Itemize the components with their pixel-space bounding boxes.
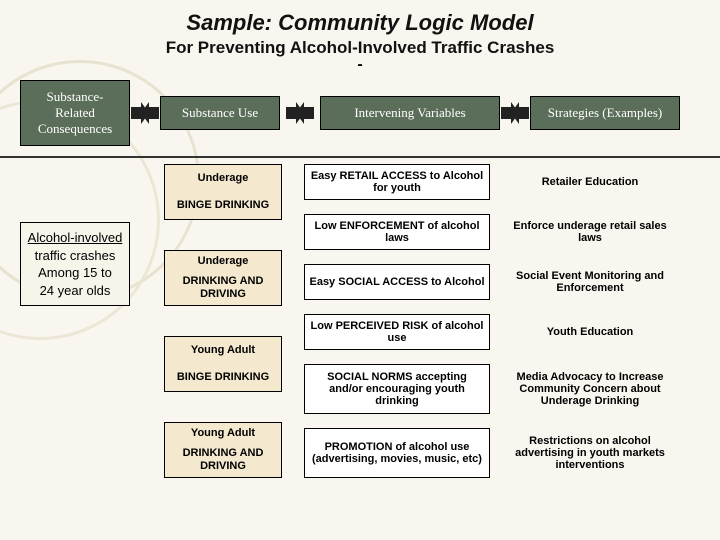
strategies-col: Retailer Education Enforce underage retai…	[512, 164, 668, 478]
conseq-line2: traffic crashes	[25, 247, 125, 265]
conseq-line4: 24 year olds	[25, 282, 125, 300]
substance-use-line: BINGE DRINKING	[165, 368, 281, 387]
arrow-2	[280, 102, 320, 124]
page-title: Sample: Community Logic Model	[0, 0, 720, 36]
header-strategies: Strategies (Examples)	[530, 96, 680, 130]
strategy-text: Retailer Education	[512, 164, 668, 200]
intervening-box: PROMOTION of alcohol use (advertising, m…	[304, 428, 490, 478]
strategy-text: Youth Education	[512, 314, 668, 350]
arrow-3	[500, 102, 530, 124]
header-consequences: Substance- Related Consequences	[20, 80, 130, 146]
strategy-text: Social Event Monitoring and Enforcement	[512, 264, 668, 300]
main-grid: Alcohol-involved traffic crashes Among 1…	[0, 164, 720, 478]
conseq-line1: Alcohol-involved	[25, 229, 125, 247]
intervening-box: Easy SOCIAL ACCESS to Alcohol	[304, 264, 490, 300]
divider	[0, 156, 720, 158]
dash: -	[0, 56, 720, 74]
intervening-box: Low PERCEIVED RISK of alcohol use	[304, 314, 490, 350]
substance-use-line: Underage	[165, 169, 281, 188]
substance-use-box: Young Adult BINGE DRINKING	[164, 336, 282, 392]
strategy-text: Restrictions on alcohol advertising in y…	[512, 428, 668, 478]
substance-use-line: Young Adult	[165, 341, 281, 360]
substance-use-line: Underage	[165, 252, 281, 271]
intervening-box: Easy RETAIL ACCESS to Alcohol for youth	[304, 164, 490, 200]
substance-use-box: Underage BINGE DRINKING	[164, 164, 282, 220]
page-subtitle: For Preventing Alcohol-Involved Traffic …	[0, 38, 720, 58]
intervening-col: Easy RETAIL ACCESS to Alcohol for youth L…	[304, 164, 490, 478]
header-row: Substance- Related Consequences Substanc…	[0, 80, 720, 146]
intervening-box: Low ENFORCEMENT of alcohol laws	[304, 214, 490, 250]
intervening-box: SOCIAL NORMS accepting and/or encouragin…	[304, 364, 490, 414]
substance-use-line: BINGE DRINKING	[165, 196, 281, 215]
header-substance-use: Substance Use	[160, 96, 280, 130]
substance-use-line: DRINKING AND DRIVING	[165, 272, 281, 304]
substance-use-box: Young AdultDRINKING AND DRIVING	[164, 422, 282, 478]
substance-use-line: DRINKING AND DRIVING	[165, 444, 281, 476]
conseq-line3: Among 15 to	[25, 264, 125, 282]
substance-use-col: UnderageBINGE DRINKINGUnderageDRINKING A…	[164, 164, 282, 478]
consequence-box: Alcohol-involved traffic crashes Among 1…	[20, 222, 130, 306]
strategy-text: Enforce underage retail sales laws	[512, 214, 668, 250]
substance-use-line: Young Adult	[165, 424, 281, 443]
strategy-text: Media Advocacy to Increase Community Con…	[512, 364, 668, 414]
arrow-1	[130, 102, 160, 124]
consequence-col: Alcohol-involved traffic crashes Among 1…	[20, 222, 130, 478]
header-intervening: Intervening Variables	[320, 96, 500, 130]
substance-use-box: UnderageDRINKING AND DRIVING	[164, 250, 282, 306]
